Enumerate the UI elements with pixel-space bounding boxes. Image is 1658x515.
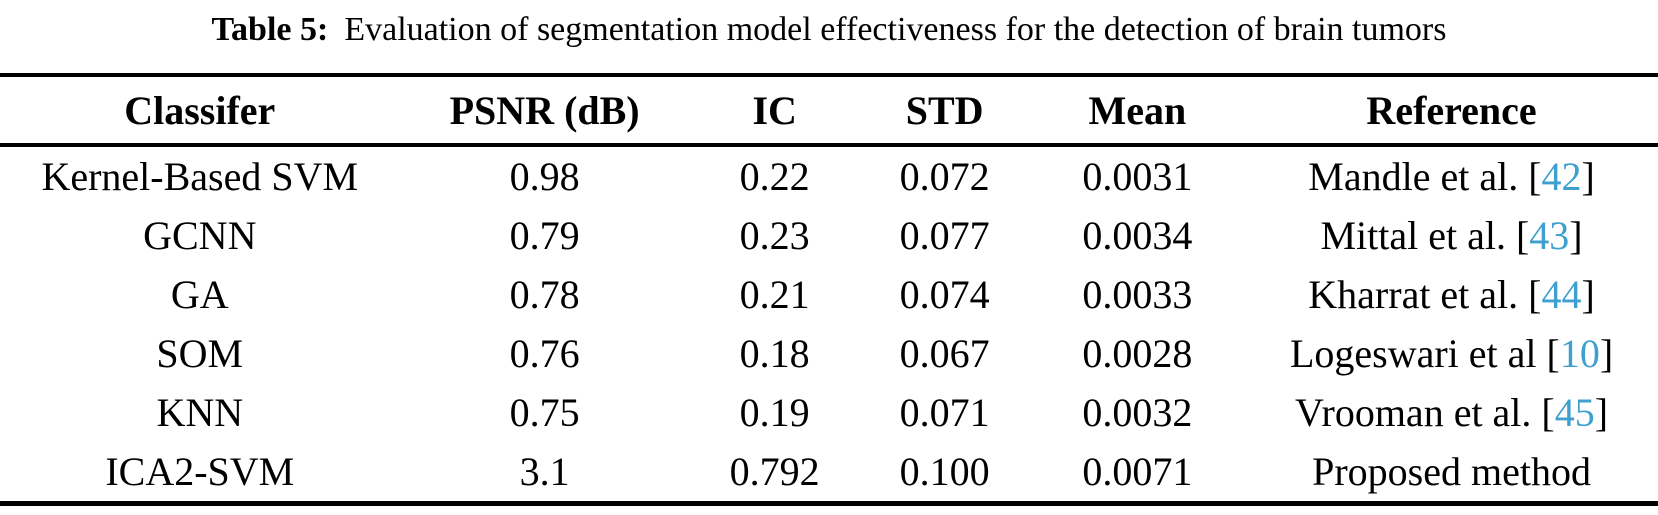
table-row: Kernel-Based SVM 0.98 0.22 0.072 0.0031 … (0, 145, 1658, 206)
header-reference: Reference (1245, 75, 1658, 147)
results-table: Classifer PSNR (dB) IC STD Mean Referenc… (0, 73, 1658, 506)
cell-std: 0.072 (899, 154, 990, 199)
cell-reference: Mandle et al. [42] (1245, 145, 1658, 206)
cell-psnr: 0.79 (509, 213, 580, 258)
cell-mean: 0.0028 (1082, 331, 1193, 376)
table-caption-text: Evaluation of segmentation model effecti… (344, 11, 1447, 48)
cell-classifier: KNN (156, 390, 244, 435)
reference-text: Logeswari et al [ (1289, 331, 1560, 376)
header-psnr: PSNR (dB) (399, 75, 690, 147)
citation-link[interactable]: 43 (1529, 213, 1570, 258)
reference-bracket: ] (1581, 272, 1595, 317)
cell-mean: 0.0034 (1082, 213, 1193, 258)
reference-text: Mandle et al. [ (1308, 154, 1542, 199)
table-caption-label: Table 5: (211, 11, 329, 48)
cell-reference: Logeswari et al [10] (1245, 324, 1658, 383)
cell-mean: 0.0071 (1082, 449, 1193, 494)
reference-bracket: ] (1569, 213, 1583, 258)
cell-reference: Kharrat et al. [44] (1245, 265, 1658, 324)
reference-text: Mittal et al. [ (1320, 213, 1530, 258)
table-caption: Table 5: Evaluation of segmentation model… (0, 6, 1658, 54)
header-std: STD (859, 75, 1030, 147)
cell-reference: Mittal et al. [43] (1245, 206, 1658, 265)
cell-psnr: 0.98 (509, 154, 580, 199)
cell-reference: Proposed method (1245, 442, 1658, 504)
cell-std: 0.071 (899, 390, 990, 435)
header-mean: Mean (1029, 75, 1246, 147)
cell-std: 0.100 (899, 449, 990, 494)
cell-classifier: ICA2-SVM (105, 449, 295, 494)
reference-text: Proposed method (1312, 449, 1591, 494)
reference-bracket: ] (1594, 390, 1609, 435)
cell-ic: 0.19 (739, 390, 810, 435)
table-row: SOM 0.76 0.18 0.067 0.0028 Logeswari et … (0, 324, 1658, 383)
reference-bracket: ] (1599, 331, 1614, 376)
table-row: KNN 0.75 0.19 0.071 0.0032 Vrooman et al… (0, 383, 1658, 442)
table-row: ICA2-SVM 3.1 0.792 0.100 0.0071 Proposed… (0, 442, 1658, 504)
cell-classifier: SOM (156, 331, 244, 376)
citation-link[interactable]: 44 (1541, 272, 1582, 317)
header-classifier: Classifer (0, 75, 400, 147)
cell-classifier: GA (170, 272, 229, 317)
cell-psnr: 0.75 (509, 390, 580, 435)
citation-link[interactable]: 45 (1554, 390, 1595, 435)
cell-ic: 0.21 (739, 272, 810, 317)
reference-bracket: ] (1581, 154, 1595, 199)
cell-ic: 0.792 (729, 449, 820, 494)
citation-link[interactable]: 10 (1559, 331, 1600, 376)
cell-ic: 0.18 (739, 331, 810, 376)
cell-ic: 0.22 (739, 154, 810, 199)
table-row: GA 0.78 0.21 0.074 0.0033 Kharrat et al.… (0, 265, 1658, 324)
reference-text: Vrooman et al. [ (1295, 390, 1555, 435)
cell-mean: 0.0033 (1082, 272, 1193, 317)
cell-classifier: Kernel-Based SVM (41, 154, 359, 199)
cell-reference: Vrooman et al. [45] (1245, 383, 1658, 442)
cell-mean: 0.0032 (1082, 390, 1193, 435)
header-ic: IC (689, 75, 860, 147)
cell-std: 0.077 (899, 213, 990, 258)
cell-psnr: 3.1 (519, 449, 570, 494)
cell-std: 0.074 (899, 272, 990, 317)
cell-psnr: 0.78 (509, 272, 580, 317)
table-row: GCNN 0.79 0.23 0.077 0.0034 Mittal et al… (0, 206, 1658, 265)
cell-classifier: GCNN (143, 213, 257, 258)
cell-ic: 0.23 (739, 213, 810, 258)
cell-mean: 0.0031 (1082, 154, 1193, 199)
reference-text: Kharrat et al. [ (1308, 272, 1542, 317)
header-row: Classifer PSNR (dB) IC STD Mean Referenc… (0, 75, 1658, 147)
cell-std: 0.067 (899, 331, 990, 376)
cell-psnr: 0.76 (509, 331, 580, 376)
citation-link[interactable]: 42 (1541, 154, 1582, 199)
